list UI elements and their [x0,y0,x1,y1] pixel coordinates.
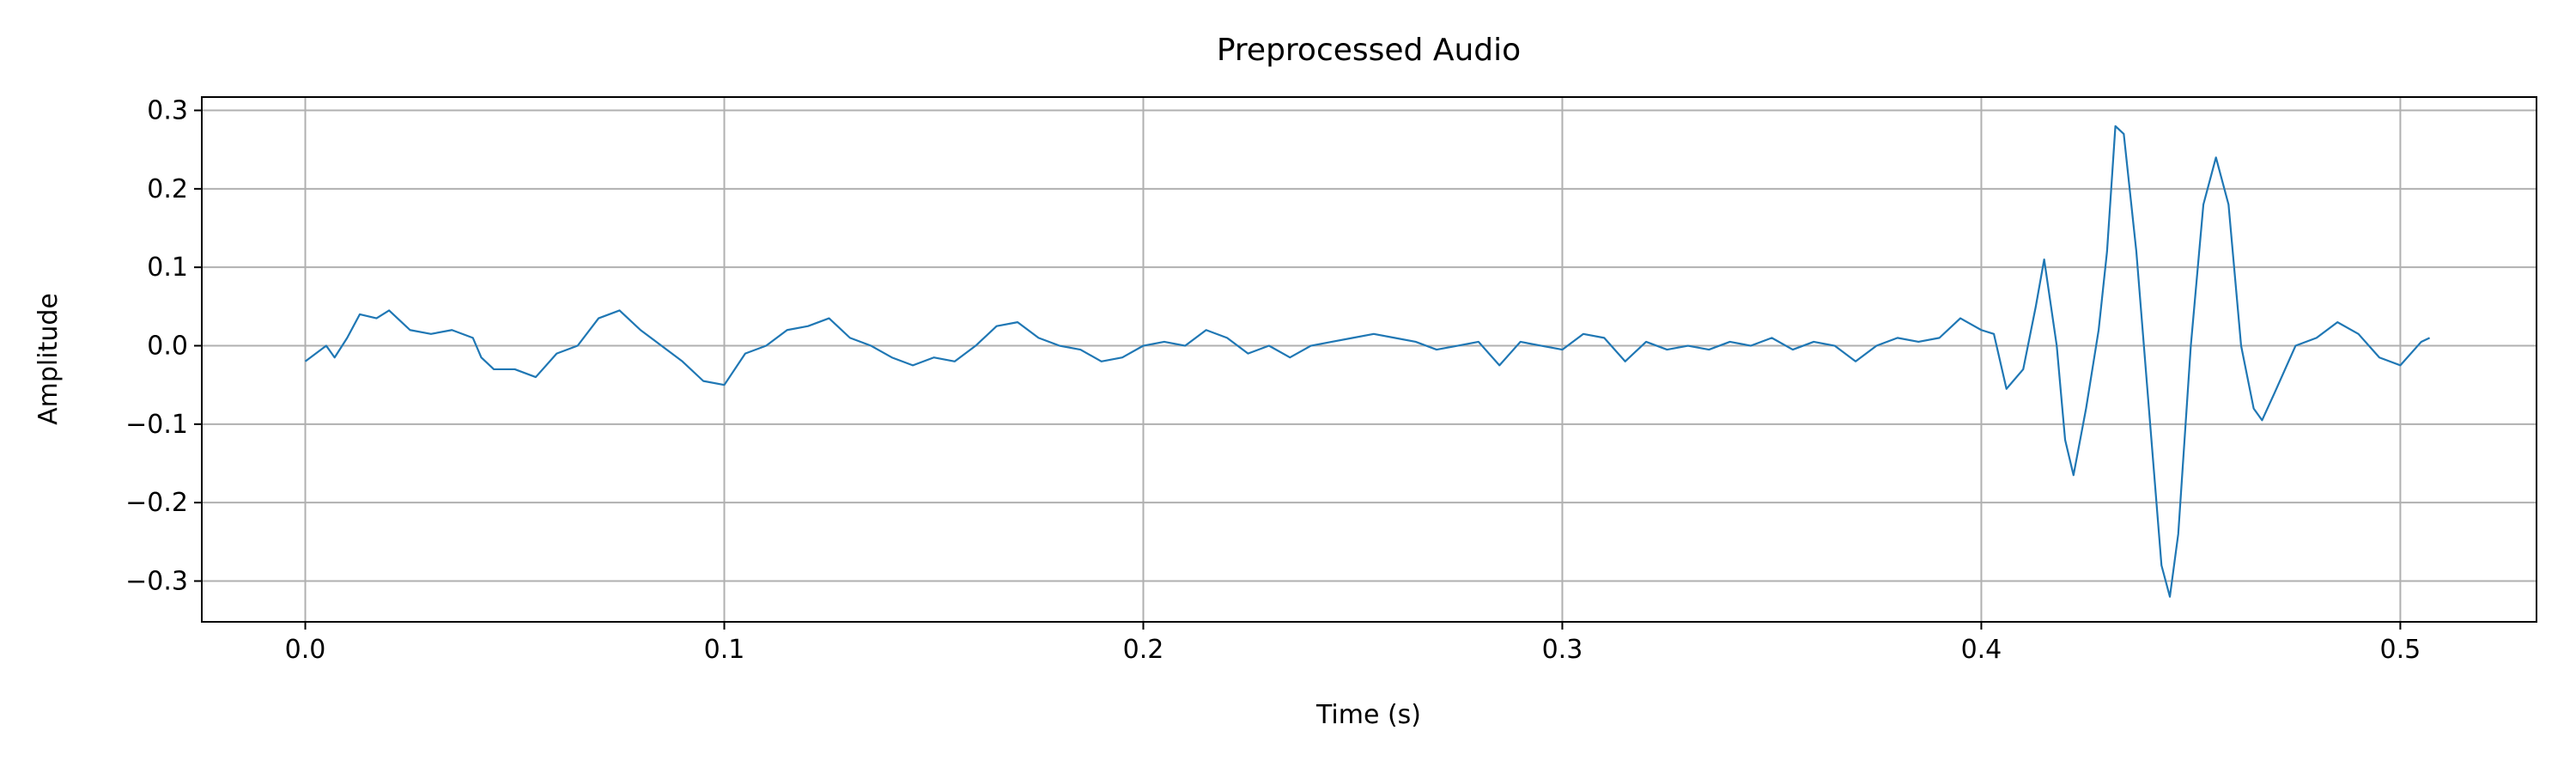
x-tick-label: 0.2 [1123,635,1164,665]
y-tick-label: 0.3 [147,96,188,126]
x-tick-label: 0.3 [1542,635,1583,665]
chart-title: Preprocessed Audio [1217,33,1521,68]
y-tick-label: −0.1 [125,410,188,440]
x-tick-label: 0.4 [1961,635,2002,665]
x-axis-label: Time (s) [1315,700,1421,730]
waveform-line [304,125,2431,598]
y-tick-label: 0.0 [147,332,188,362]
y-tick-label: −0.3 [125,567,188,597]
y-tick-label: −0.2 [125,488,188,518]
x-tick-label: 0.1 [704,635,745,665]
plot-frame [201,96,2537,623]
y-axis-label: Amplitude [33,293,64,425]
y-tick-label: 0.1 [147,253,188,283]
x-tick-label: 0.0 [285,635,326,665]
y-tick-label: 0.2 [147,174,188,204]
x-tick-label: 0.5 [2380,635,2421,665]
